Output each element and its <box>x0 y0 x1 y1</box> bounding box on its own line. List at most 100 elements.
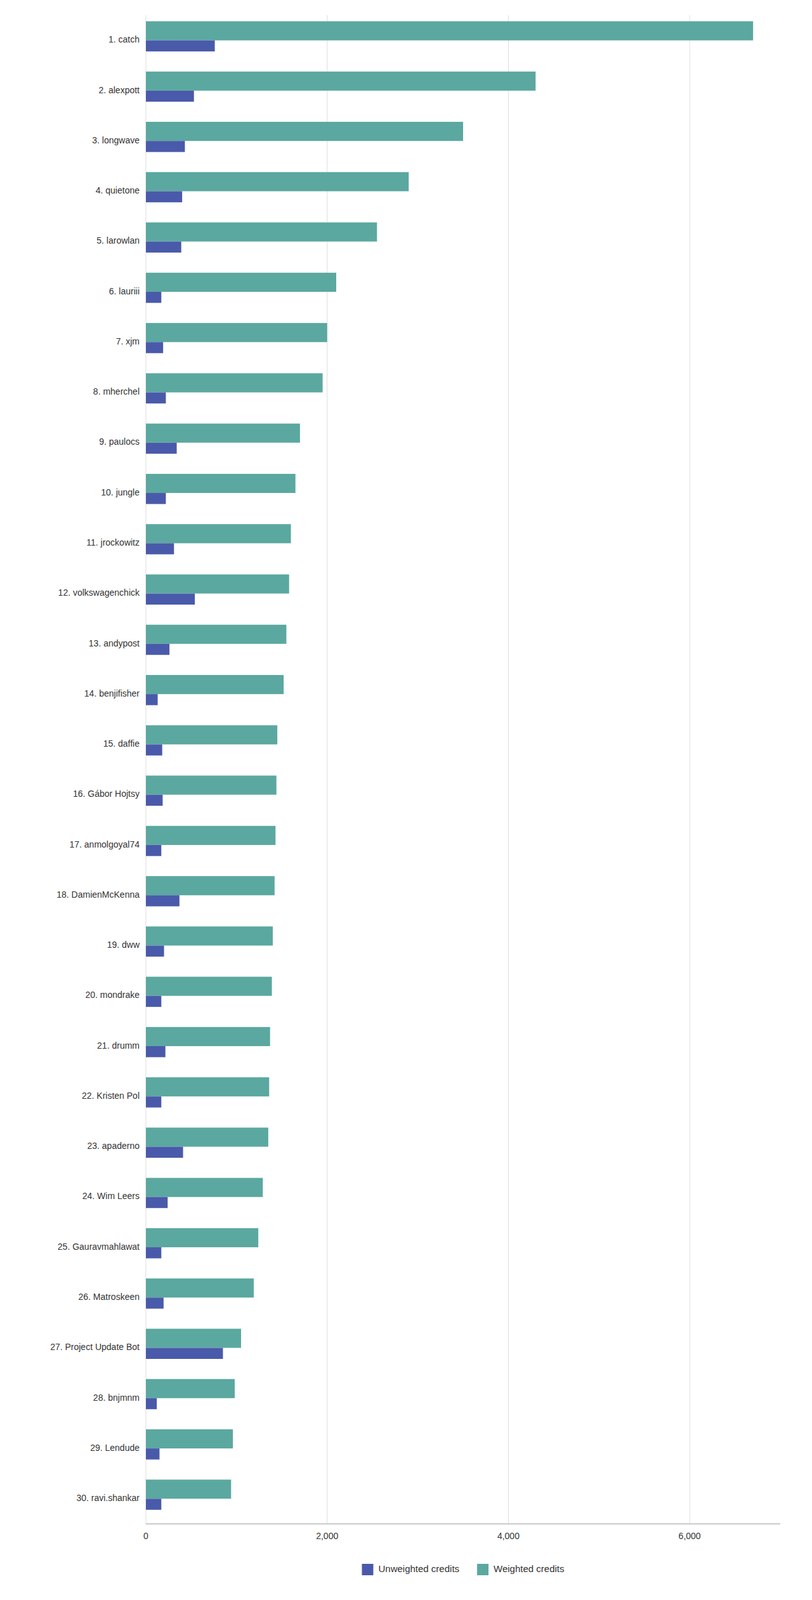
category-label: 13. andypost <box>88 638 140 649</box>
category-label: 15. daffie <box>103 738 141 749</box>
category-label: 21. drumm <box>97 1040 140 1051</box>
bar <box>145 775 277 795</box>
bar <box>145 1328 242 1348</box>
bar <box>145 674 284 695</box>
category-label: 6. lauriii <box>109 286 140 297</box>
bar <box>145 895 180 906</box>
category-label: 7. xjm <box>116 336 140 347</box>
tick-label: 4,000 <box>497 1530 520 1541</box>
bar <box>145 1297 164 1309</box>
category-label: 17. anmolgoyal74 <box>69 839 140 850</box>
category-label: 12. volkswagenchick <box>58 587 141 598</box>
bar <box>145 523 292 544</box>
tick-label: 2,000 <box>315 1530 339 1541</box>
bar <box>145 926 273 946</box>
chart: 0 2,000 4,000 6,000 1. catch2. alexpott3. lo… <box>0 0 812 1600</box>
bar <box>145 794 163 806</box>
bar <box>145 694 158 705</box>
bar <box>145 876 275 896</box>
bar <box>145 373 323 393</box>
bar <box>145 1448 160 1460</box>
legend-label: Weighted credits <box>493 1563 564 1574</box>
bar <box>145 423 301 443</box>
bar <box>145 1046 166 1057</box>
bar <box>145 1498 162 1510</box>
category-label: 29. Lendude <box>90 1442 140 1453</box>
page: {"chart_data": { "type": "bar", "orienta… <box>0 0 812 1600</box>
category-label: 24. Wim Leers <box>82 1190 140 1201</box>
legend: Unweighted credits Weighted credits <box>361 1563 564 1576</box>
bar <box>145 945 165 957</box>
category-label: 22. Kristen Pol <box>81 1090 140 1101</box>
bar <box>145 222 377 242</box>
category-label: 9. paulocs <box>98 436 140 447</box>
bar <box>145 1197 168 1208</box>
legend-swatch <box>477 1563 489 1576</box>
bar <box>145 140 185 152</box>
category-label: 18. DamienMcKenna <box>56 889 140 900</box>
category-label: 5. larowlan <box>96 235 140 246</box>
bar <box>145 121 464 141</box>
bar <box>145 1127 269 1147</box>
bar <box>145 171 409 191</box>
bar <box>145 1027 271 1047</box>
grid-line <box>508 15 509 1524</box>
x-ticks: 0 2,000 4,000 6,000 <box>143 1530 701 1541</box>
bar <box>145 1146 184 1158</box>
bar <box>145 1379 235 1399</box>
category-label: 1. catch <box>108 34 140 45</box>
bar <box>145 272 337 292</box>
bar <box>145 1178 263 1198</box>
grid <box>145 15 690 1524</box>
bar <box>145 1348 223 1359</box>
bar <box>145 71 536 91</box>
bar <box>145 492 166 504</box>
bar <box>145 825 276 845</box>
bars <box>145 21 754 1510</box>
bar <box>145 593 195 605</box>
category-label: 28. bnjmnm <box>93 1392 140 1403</box>
category-label: 10. jungle <box>100 487 140 498</box>
tick-label: 6,000 <box>678 1530 701 1541</box>
bar <box>145 1247 162 1258</box>
y-ticks: 1. catch2. alexpott3. longwave4. quieton… <box>50 34 141 1503</box>
category-label: 8. mherchel <box>93 386 140 397</box>
category-label: 27. Project Update Bot <box>50 1341 140 1352</box>
grid-line <box>689 15 691 1524</box>
bar <box>145 744 163 755</box>
legend-swatch <box>361 1563 374 1576</box>
bar <box>145 1096 162 1107</box>
bar <box>145 995 162 1007</box>
bar <box>145 543 174 554</box>
bar <box>145 1429 233 1449</box>
bar <box>145 190 183 202</box>
category-label: 19. dww <box>107 939 141 950</box>
bar <box>145 1479 231 1499</box>
tick-label: 0 <box>143 1530 149 1541</box>
category-label: 3. longwave <box>91 135 140 146</box>
x-axis-line <box>145 1523 781 1525</box>
bar <box>145 624 287 644</box>
bar <box>145 1077 269 1097</box>
bar <box>145 1398 157 1409</box>
category-label: 20. mondrake <box>85 989 140 1000</box>
bar <box>145 392 166 404</box>
category-label: 25. Gauravmahlawat <box>57 1241 140 1252</box>
bar <box>145 442 177 454</box>
category-label: 30. ravi.shankar <box>76 1492 140 1503</box>
category-label: 16. Gábor Hojtsy <box>72 788 140 799</box>
bar <box>145 473 296 493</box>
legend-label: Unweighted credits <box>378 1563 460 1574</box>
bar <box>145 643 170 655</box>
bar <box>145 341 164 353</box>
bar <box>145 844 162 856</box>
bar <box>145 40 216 52</box>
category-label: 26. Matroskeen <box>78 1291 141 1302</box>
bar <box>145 1228 259 1248</box>
chart-container: 0 2,000 4,000 6,000 1. catch2. alexpott3. lo… <box>0 0 812 1600</box>
category-label: 14. benjifisher <box>84 688 141 699</box>
bar <box>145 1278 254 1298</box>
bar <box>145 322 328 342</box>
bar <box>145 725 278 745</box>
bar <box>145 574 290 594</box>
